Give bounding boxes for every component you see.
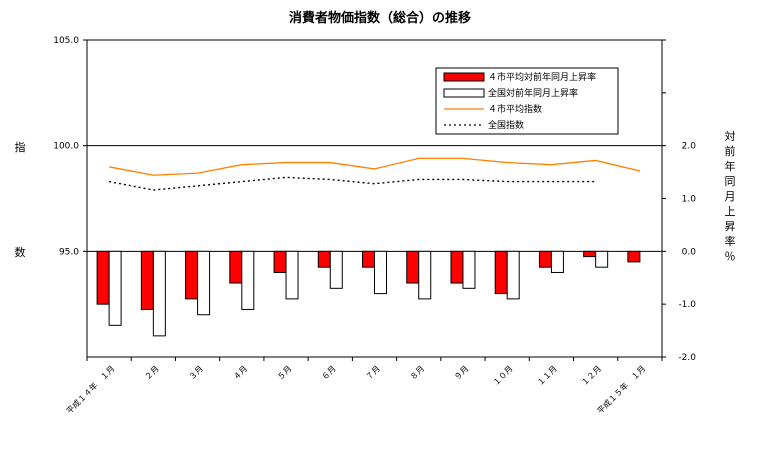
- right-axis-label-char: 昇: [725, 220, 736, 233]
- bar-national-rate: [506, 250, 520, 300]
- legend-swatch: [443, 88, 485, 98]
- bar-national-rate: [550, 250, 564, 273]
- category-label: ６月: [320, 364, 338, 382]
- bar-national-rate: [374, 250, 387, 295]
- legend-label: 全国対前年同月上昇率: [488, 87, 578, 99]
- right-axis-label-char: ％: [725, 250, 736, 263]
- left-tick-label: 100.0: [53, 142, 79, 152]
- bar-4city-rate: [229, 250, 243, 284]
- left-axis: 105.0 100.0 95.0: [53, 36, 87, 257]
- left-axis-label: 指数: [15, 140, 26, 259]
- bar-4city-rate: [317, 250, 331, 268]
- bar-national-rate: [285, 250, 299, 300]
- bar-national-rate: [329, 250, 343, 289]
- category-label: １２月: [580, 364, 603, 387]
- bar-4city-rate: [494, 250, 508, 295]
- bar-series: [96, 250, 641, 337]
- legend-label: 全国指数: [488, 119, 524, 131]
- category-label: ８月: [408, 364, 426, 382]
- legend-label: ４市平均対前年同月上昇率: [488, 71, 596, 83]
- line-4city-index: [108, 157, 641, 176]
- bar-national-rate: [108, 250, 122, 326]
- bar-4city-rate: [538, 250, 552, 268]
- bar-national-rate: [418, 250, 432, 300]
- line-national-index: [108, 176, 596, 191]
- category-label: ９月: [453, 364, 471, 382]
- right-axis-label-char: 対: [725, 129, 736, 143]
- category-label: ７月: [364, 364, 382, 382]
- left-axis-label-char: 指: [15, 140, 26, 154]
- bar-4city-rate: [583, 250, 597, 258]
- category-label: ４月: [232, 364, 250, 382]
- bar-4city-rate: [627, 250, 641, 263]
- right-axis-label-char: 年: [725, 159, 736, 173]
- left-tick-label: 105.0: [53, 36, 79, 46]
- category-label: ５月: [276, 364, 294, 382]
- right-tick-label: -1.0: [678, 300, 696, 310]
- category-label: １０月: [491, 364, 514, 387]
- right-axis: 2.0 1.0 0.0 -1.0 -2.0: [662, 39, 697, 363]
- category-label: １１月: [536, 364, 559, 387]
- right-tick-label: -2.0: [678, 353, 696, 363]
- right-tick-label: 2.0: [682, 142, 697, 152]
- bar-4city-rate: [96, 250, 110, 305]
- bar-4city-rate: [185, 250, 199, 300]
- bar-national-rate: [152, 250, 166, 337]
- legend-swatch: [443, 72, 485, 82]
- right-axis-label-char: 前: [725, 144, 736, 158]
- bar-4city-rate: [450, 250, 464, 284]
- category-label: 平成１４年 １月: [64, 363, 116, 415]
- right-axis-label-char: 率: [725, 234, 736, 248]
- bar-national-rate: [462, 250, 476, 289]
- left-tick-label: 95.0: [59, 247, 79, 257]
- bar-national-rate: [241, 250, 255, 310]
- right-axis-label-char: 月: [725, 190, 736, 203]
- category-label: ３月: [187, 364, 205, 382]
- chart-title: 消費者物価指数（総合）の推移: [289, 10, 471, 26]
- bar-4city-rate: [362, 250, 375, 268]
- right-tick-label: 0.0: [682, 247, 697, 257]
- right-axis-label-char: 同: [725, 175, 736, 188]
- line-series: [108, 157, 641, 191]
- reference-lines: [87, 145, 662, 252]
- bar-4city-rate: [406, 250, 420, 284]
- bar-4city-rate: [140, 250, 154, 310]
- right-axis-label-char: 上: [725, 205, 736, 218]
- category-label: 平成１５年 １月: [595, 363, 647, 415]
- legend-label: ４市平均指数: [488, 103, 542, 115]
- right-axis-label: 対前年同月上昇率 ％: [725, 129, 736, 263]
- x-axis-ticks: [86, 357, 663, 361]
- bar-national-rate: [197, 250, 211, 316]
- bar-4city-rate: [273, 250, 287, 273]
- bar-national-rate: [595, 250, 609, 268]
- category-label: ２月: [143, 364, 161, 382]
- left-axis-label-char: 数: [15, 246, 26, 259]
- right-tick-label: 1.0: [682, 195, 697, 205]
